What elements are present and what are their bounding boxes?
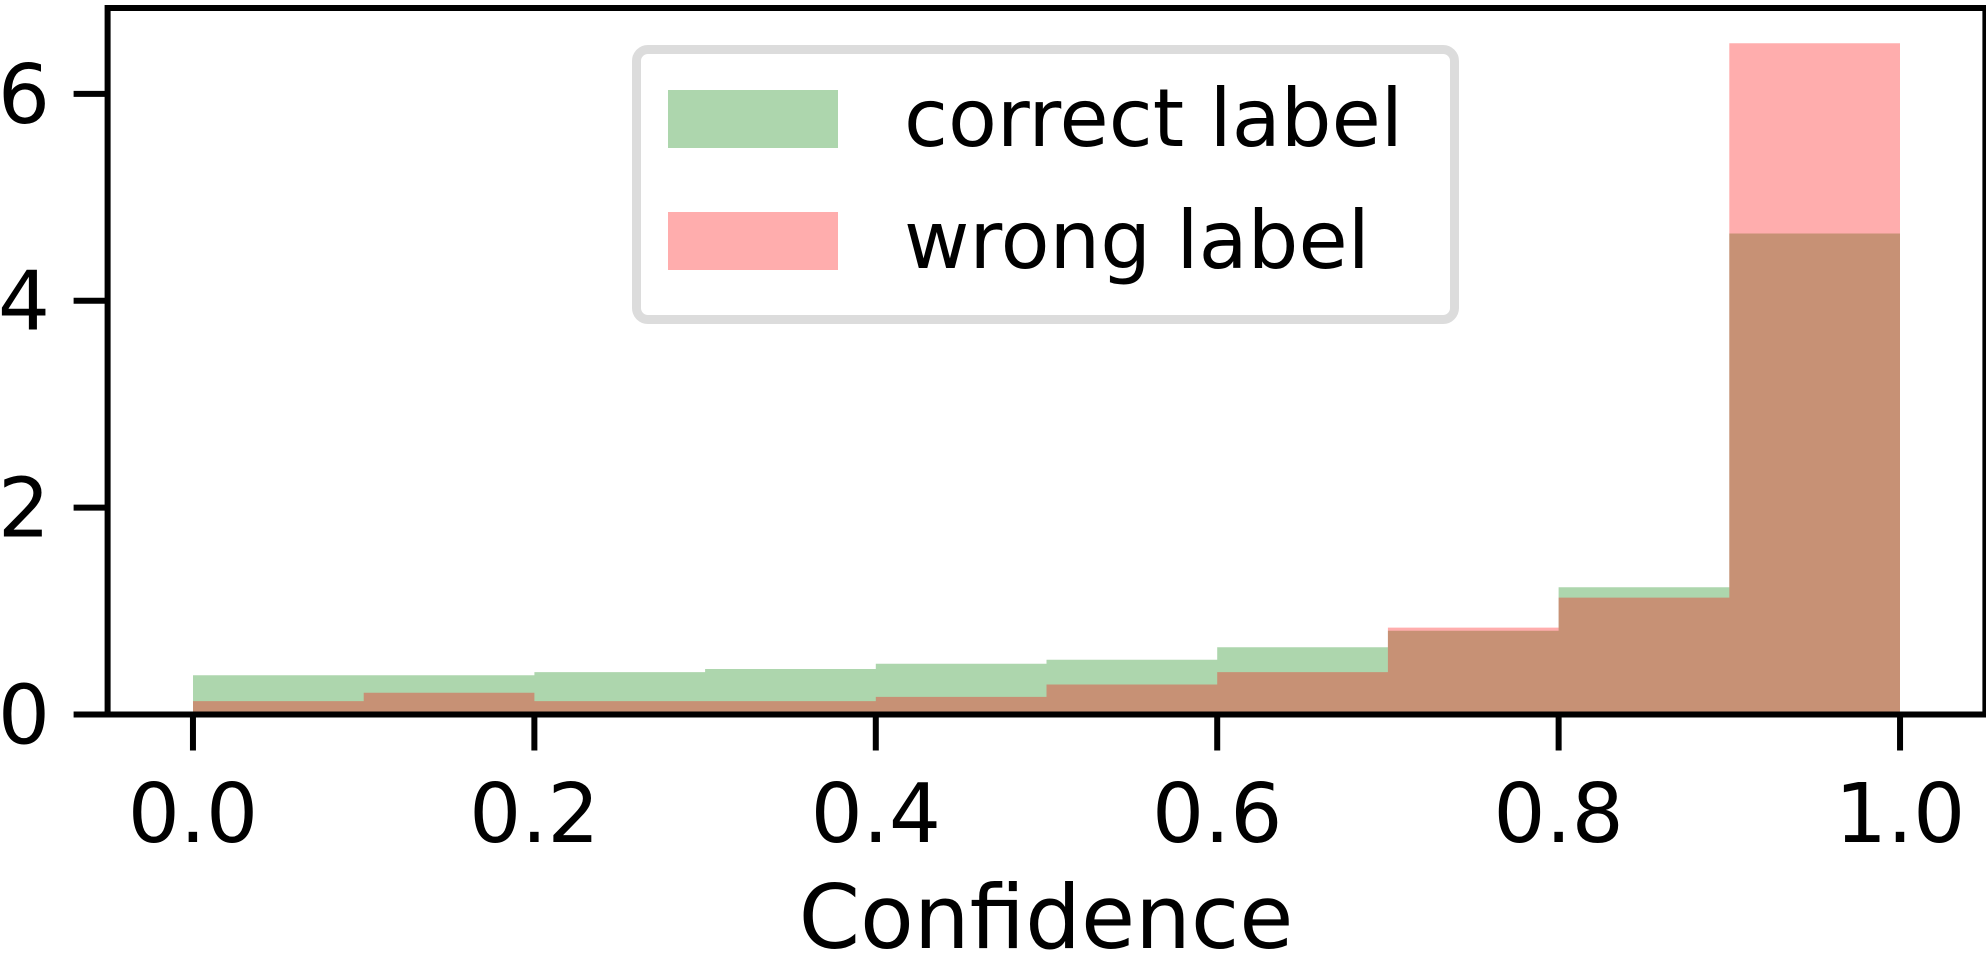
x-axis-ticks: 0.0 0.2 0.4 0.6 0.8 1.0: [128, 714, 1965, 862]
y-tick-label: 2: [0, 462, 50, 557]
legend-label-correct: correct label: [904, 72, 1404, 165]
wrong-label-bars: [193, 43, 1900, 715]
correct-label-bars: [193, 233, 1900, 715]
legend-entry-wrong-label: wrong label: [668, 201, 1450, 281]
y-axis-ticks: 0 2 4 6: [0, 48, 108, 764]
x-tick-label: 0.8: [1493, 767, 1623, 862]
y-tick-label: 6: [0, 48, 50, 143]
x-tick-label: 1.0: [1835, 767, 1965, 862]
x-axis-title: Confidence: [799, 866, 1294, 957]
y-tick-label: 4: [0, 255, 50, 350]
legend-label-wrong: wrong label: [904, 194, 1370, 287]
x-tick-label: 0.6: [1152, 767, 1282, 862]
wrong-label-swatch-icon: [668, 212, 838, 270]
x-tick-label: 0.0: [128, 767, 258, 862]
plot-border: [104, 5, 1986, 718]
y-tick-label: 0: [0, 669, 50, 764]
legend: correct label wrong label: [632, 45, 1459, 324]
legend-entry-correct-label: correct label: [668, 79, 1450, 159]
correct-label-swatch-icon: [668, 90, 838, 148]
x-tick-label: 0.2: [469, 767, 599, 862]
x-tick-label: 0.4: [811, 767, 941, 862]
